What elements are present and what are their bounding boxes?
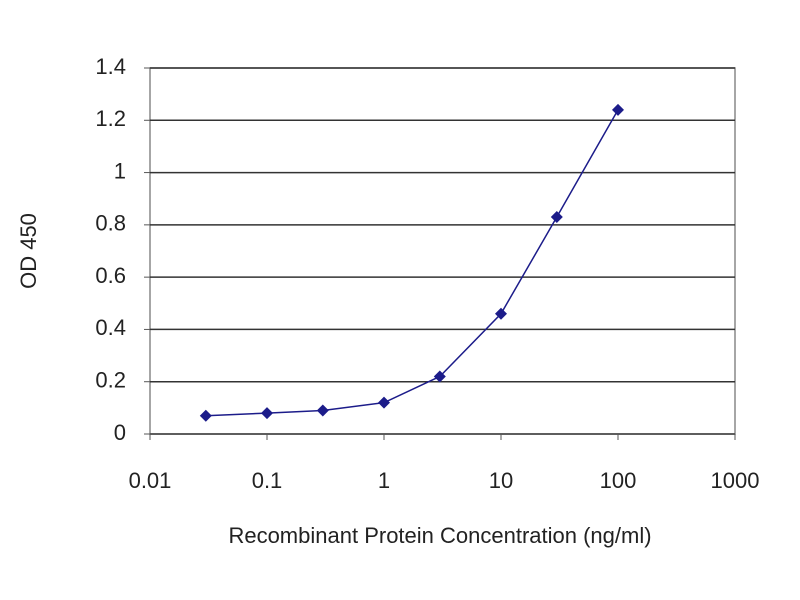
x-tick-label: 1 (378, 468, 390, 493)
y-tick-label: 0.4 (95, 315, 126, 340)
y-tick-label: 0.8 (95, 211, 126, 236)
y-tick-label: 0.2 (95, 368, 126, 393)
series-line (205, 109, 619, 417)
y-tick-label: 1 (114, 158, 126, 183)
x-tick-label: 0.01 (129, 468, 172, 493)
x-axis-label: Recombinant Protein Concentration (ng/ml… (228, 523, 651, 548)
data-point (495, 307, 507, 320)
x-tick-label: 100 (600, 468, 637, 493)
data-point (433, 370, 446, 383)
data-point (261, 407, 273, 420)
data-point (378, 396, 390, 409)
data-point (316, 404, 329, 417)
y-tick-label: 1.4 (95, 54, 126, 79)
data-point (199, 409, 212, 422)
y-tick-label: 1.2 (95, 106, 126, 131)
y-tick-label: 0 (114, 420, 126, 445)
x-tick-label: 1000 (711, 468, 760, 493)
x-tick-label: 10 (489, 468, 513, 493)
y-axis-label: OD 450 (16, 213, 41, 289)
y-tick-label: 0.6 (95, 263, 126, 288)
x-tick-label: 0.1 (252, 468, 283, 493)
data-point (550, 211, 563, 224)
data-point (612, 103, 624, 116)
